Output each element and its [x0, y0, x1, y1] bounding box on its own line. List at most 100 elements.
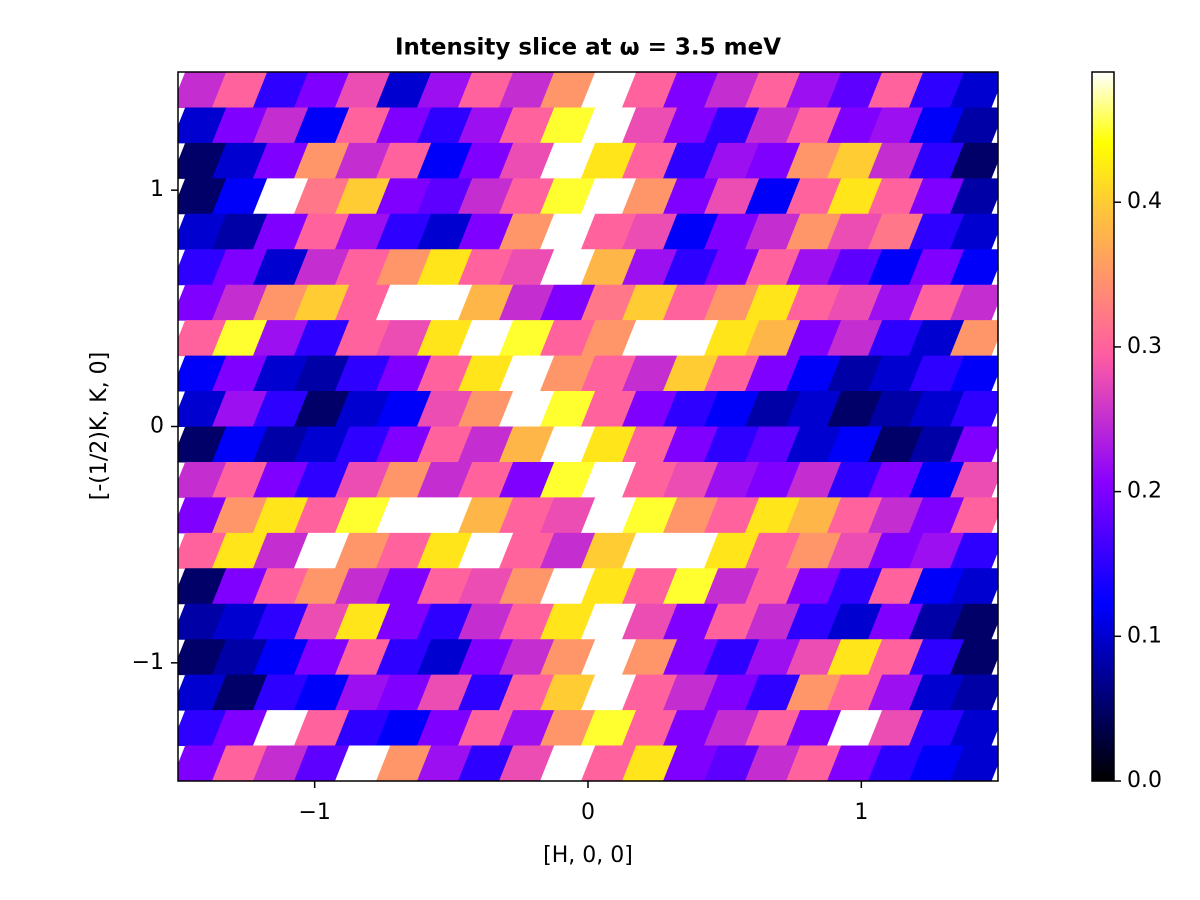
heatmap-cell: [826, 497, 883, 534]
heatmap-cell: [785, 426, 842, 463]
heatmap-cell: [539, 568, 596, 605]
heatmap-cell: [580, 639, 637, 676]
heatmap-cell: [621, 249, 678, 286]
heatmap-cell: [662, 320, 719, 357]
heatmap-cell: [334, 249, 391, 286]
heatmap-cell: [621, 391, 678, 427]
heatmap-cell: [539, 461, 596, 498]
heatmap-cell: [867, 639, 924, 676]
heatmap-cell: [293, 639, 350, 676]
heatmap-cell: [580, 391, 637, 427]
heatmap-cell: [949, 249, 998, 286]
heatmap-cell: [744, 497, 801, 534]
heatmap-cell: [539, 72, 596, 108]
heatmap-cell: [662, 639, 719, 676]
heatmap-cell: [457, 72, 514, 108]
heatmap-cell: [744, 72, 801, 108]
heatmap-cell: [178, 391, 227, 427]
y-axis-label: [-(1/2)K, K, 0]: [87, 352, 112, 501]
heatmap-cell: [457, 107, 514, 144]
heatmap-cell: [457, 674, 514, 711]
heatmap-cell: [293, 320, 350, 357]
heatmap-cell: [580, 72, 637, 108]
heatmap-cell: [744, 568, 801, 605]
heatmap-cell: [178, 249, 227, 286]
heatmap-cell: [867, 497, 924, 534]
heatmap-cell: [703, 461, 760, 498]
heatmap-cell: [949, 497, 998, 534]
heatmap-cell: [211, 355, 268, 392]
heatmap-cell: [375, 72, 432, 108]
heatmap-cell: [178, 568, 227, 605]
heatmap-cell: [334, 674, 391, 711]
heatmap-cell: [211, 249, 268, 286]
heatmap-cell: [785, 532, 842, 569]
heatmap-cell: [826, 532, 883, 569]
x-tick-label: 1: [854, 800, 868, 825]
heatmap-cell: [621, 355, 678, 392]
heatmap-cell: [580, 603, 637, 640]
heatmap-cell: [539, 107, 596, 144]
chart-title: Intensity slice at ω = 3.5 meV: [395, 35, 781, 61]
heatmap-cell: [252, 426, 309, 463]
heatmap-cell: [744, 603, 801, 640]
heatmap-cell: [334, 284, 391, 321]
heatmap-cell: [580, 320, 637, 357]
heatmap-cell: [908, 710, 965, 747]
heatmap-cell: [621, 72, 678, 108]
heatmap-cell: [867, 532, 924, 569]
heatmap-cell: [867, 674, 924, 711]
heatmap-cell: [621, 107, 678, 144]
heatmap-cell: [457, 710, 514, 747]
colorbar-tick-label: 0.3: [1127, 334, 1162, 359]
heatmap-cell: [416, 178, 473, 215]
heatmap-cell: [703, 142, 760, 179]
heatmap-cell: [293, 107, 350, 144]
heatmap-cell: [622, 745, 678, 781]
heatmap-cell: [744, 355, 801, 392]
heatmap-cell: [826, 213, 883, 250]
heatmap-cell: [539, 213, 596, 250]
heatmap-cell: [334, 461, 391, 498]
heatmap-cell: [539, 284, 596, 321]
heatmap-cell: [334, 391, 391, 427]
heatmap-cell: [867, 391, 924, 427]
heatmap-cell: [867, 178, 924, 215]
heatmap-cell: [498, 568, 555, 605]
heatmap-cell: [498, 674, 555, 711]
heatmap-cell: [826, 568, 883, 605]
heatmap-cell: [416, 603, 473, 640]
heatmap-cell: [211, 320, 268, 357]
heatmap-cell: [621, 710, 678, 747]
heatmap-cell: [293, 355, 350, 392]
heatmap-cell: [178, 532, 227, 569]
heatmap-cell: [416, 391, 473, 427]
heatmap-cell: [416, 426, 473, 463]
heatmap-cell: [662, 710, 719, 747]
heatmap-cell: [334, 426, 391, 463]
heatmap-cell: [950, 745, 998, 781]
heatmap-cell: [908, 107, 965, 144]
heatmap-cell: [580, 178, 637, 215]
heatmap-cell: [785, 674, 842, 711]
heatmap-cell: [949, 142, 998, 179]
heatmap-cell: [785, 355, 842, 392]
heatmap-cell: [908, 142, 965, 179]
heatmap-cell: [416, 249, 473, 286]
heatmap-cell: [252, 391, 309, 427]
heatmap-cell: [334, 497, 391, 534]
heatmap-cell: [785, 178, 842, 215]
heatmap-cell: [293, 391, 350, 427]
heatmap-cell: [703, 391, 760, 427]
heatmap-cell: [211, 710, 268, 747]
heatmap-cell: [334, 178, 391, 215]
heatmap-cell: [703, 320, 760, 357]
heatmap-cell: [178, 107, 227, 144]
heatmap-cell: [580, 213, 637, 250]
heatmap-cell: [375, 320, 432, 357]
heatmap-cell: [212, 745, 268, 781]
heatmap-cell: [252, 249, 309, 286]
heatmap-cell: [498, 497, 555, 534]
heatmap-cell: [826, 284, 883, 321]
